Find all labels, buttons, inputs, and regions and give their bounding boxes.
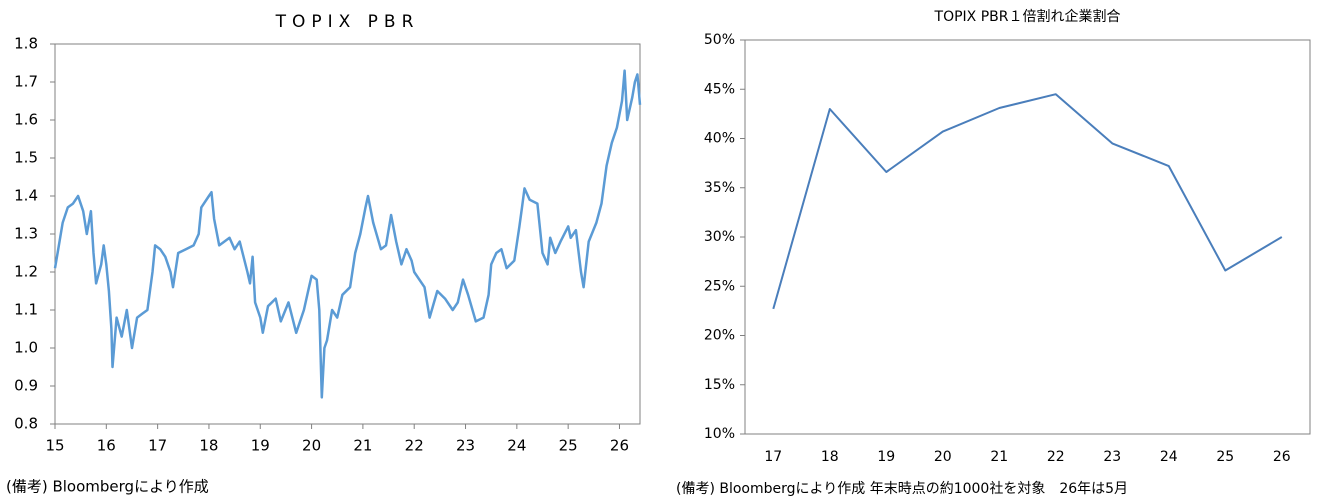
x-tick-label: 20 bbox=[934, 449, 952, 465]
x-tick-label: 16 bbox=[97, 437, 116, 455]
y-tick-label: 1.8 bbox=[14, 35, 38, 53]
y-tick-label: 20% bbox=[704, 328, 735, 344]
y-tick-label: 1.3 bbox=[14, 225, 38, 243]
plot-frame bbox=[54, 43, 641, 425]
x-tick-label: 20 bbox=[302, 437, 321, 455]
y-tick-label: 1.1 bbox=[14, 301, 38, 319]
y-tick-label: 1.7 bbox=[14, 73, 38, 91]
x-tick-label: 26 bbox=[610, 437, 629, 455]
x-tick-label: 21 bbox=[353, 437, 372, 455]
y-tick-label: 40% bbox=[704, 131, 735, 147]
y-tick-label: 1.4 bbox=[14, 187, 38, 205]
x-tick-label: 21 bbox=[990, 449, 1008, 465]
x-tick-label: 18 bbox=[821, 449, 839, 465]
x-tick-label: 22 bbox=[1047, 449, 1065, 465]
data-line bbox=[53, 69, 642, 399]
x-tick-label: 24 bbox=[1160, 449, 1178, 465]
footnote: (備考) Bloombergにより作成 bbox=[6, 478, 209, 496]
y-tick-label: 50% bbox=[704, 32, 735, 48]
x-tick-label: 23 bbox=[456, 437, 475, 455]
x-tick-label: 15 bbox=[45, 437, 64, 455]
y-tick-label: 1.0 bbox=[14, 339, 38, 357]
x-tick-label: 19 bbox=[877, 449, 895, 465]
x-tick-label: 25 bbox=[1216, 449, 1234, 465]
x-tick-label: 18 bbox=[199, 437, 218, 455]
y-tick-label: 1.2 bbox=[14, 263, 38, 281]
footnote: (備考) Bloombergにより作成 年末時点の約1000社を対象 26年は5… bbox=[676, 481, 1128, 497]
y-tick-label: 1.6 bbox=[14, 111, 38, 129]
x-tick-label: 23 bbox=[1103, 449, 1121, 465]
chart-title: TOPIX PBR１倍割れ企業割合 bbox=[934, 8, 1121, 25]
x-tick-label: 22 bbox=[405, 437, 424, 455]
y-tick-label: 25% bbox=[704, 278, 735, 294]
data-line bbox=[772, 93, 1283, 310]
y-tick-label: 0.9 bbox=[14, 377, 38, 395]
y-tick-label: 45% bbox=[704, 81, 735, 97]
chart-title: TOPIX PBR bbox=[275, 12, 420, 32]
x-tick-label: 17 bbox=[148, 437, 167, 455]
plot-frame bbox=[744, 39, 1311, 435]
x-tick-label: 24 bbox=[507, 437, 526, 455]
y-tick-label: 10% bbox=[704, 426, 735, 442]
y-tick-label: 35% bbox=[704, 180, 735, 196]
y-tick-label: 30% bbox=[704, 229, 735, 245]
x-tick-label: 26 bbox=[1273, 449, 1291, 465]
x-tick-label: 25 bbox=[559, 437, 578, 455]
x-tick-label: 17 bbox=[764, 449, 782, 465]
y-tick-label: 15% bbox=[704, 377, 735, 393]
y-tick-label: 1.5 bbox=[14, 149, 38, 167]
x-tick-label: 19 bbox=[251, 437, 270, 455]
y-tick-label: 0.8 bbox=[14, 415, 38, 433]
